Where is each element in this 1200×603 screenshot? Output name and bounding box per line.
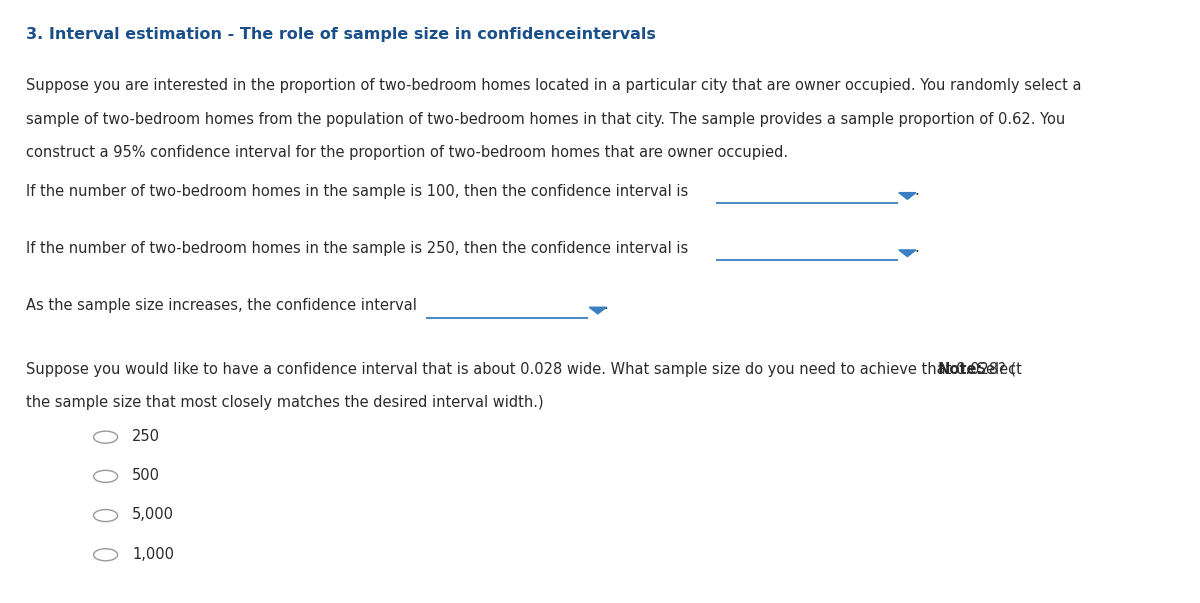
Text: .: .	[914, 183, 919, 198]
Text: 500: 500	[132, 469, 160, 483]
Text: .: .	[914, 240, 919, 255]
Polygon shape	[589, 307, 606, 314]
Text: 250: 250	[132, 429, 160, 444]
Text: .: .	[604, 297, 608, 312]
Text: the sample size that most closely matches the desired interval width.): the sample size that most closely matche…	[26, 395, 544, 410]
Text: As the sample size increases, the confidence interval: As the sample size increases, the confid…	[26, 298, 418, 314]
Text: 1,000: 1,000	[132, 547, 174, 561]
Text: Select: Select	[972, 362, 1021, 377]
Text: If the number of two-bedroom homes in the sample is 100, then the confidence int: If the number of two-bedroom homes in th…	[26, 184, 689, 199]
Text: If the number of two-bedroom homes in the sample is 250, then the confidence int: If the number of two-bedroom homes in th…	[26, 241, 689, 256]
Text: Suppose you would like to have a confidence interval that is about 0.028 wide. W: Suppose you would like to have a confide…	[26, 362, 1016, 377]
Text: Suppose you are interested in the proportion of two-bedroom homes located in a p: Suppose you are interested in the propor…	[26, 78, 1082, 93]
Polygon shape	[899, 250, 916, 257]
Polygon shape	[899, 192, 916, 200]
Text: sample of two-bedroom homes from the population of two-bedroom homes in that cit: sample of two-bedroom homes from the pop…	[26, 112, 1066, 127]
Text: 5,000: 5,000	[132, 508, 174, 522]
Text: 3. Interval estimation - The role of sample size in confidenceintervals: 3. Interval estimation - The role of sam…	[26, 27, 656, 42]
Text: construct a 95% confidence interval for the proportion of two-bedroom homes that: construct a 95% confidence interval for …	[26, 145, 788, 160]
Text: Note:: Note:	[937, 362, 983, 377]
